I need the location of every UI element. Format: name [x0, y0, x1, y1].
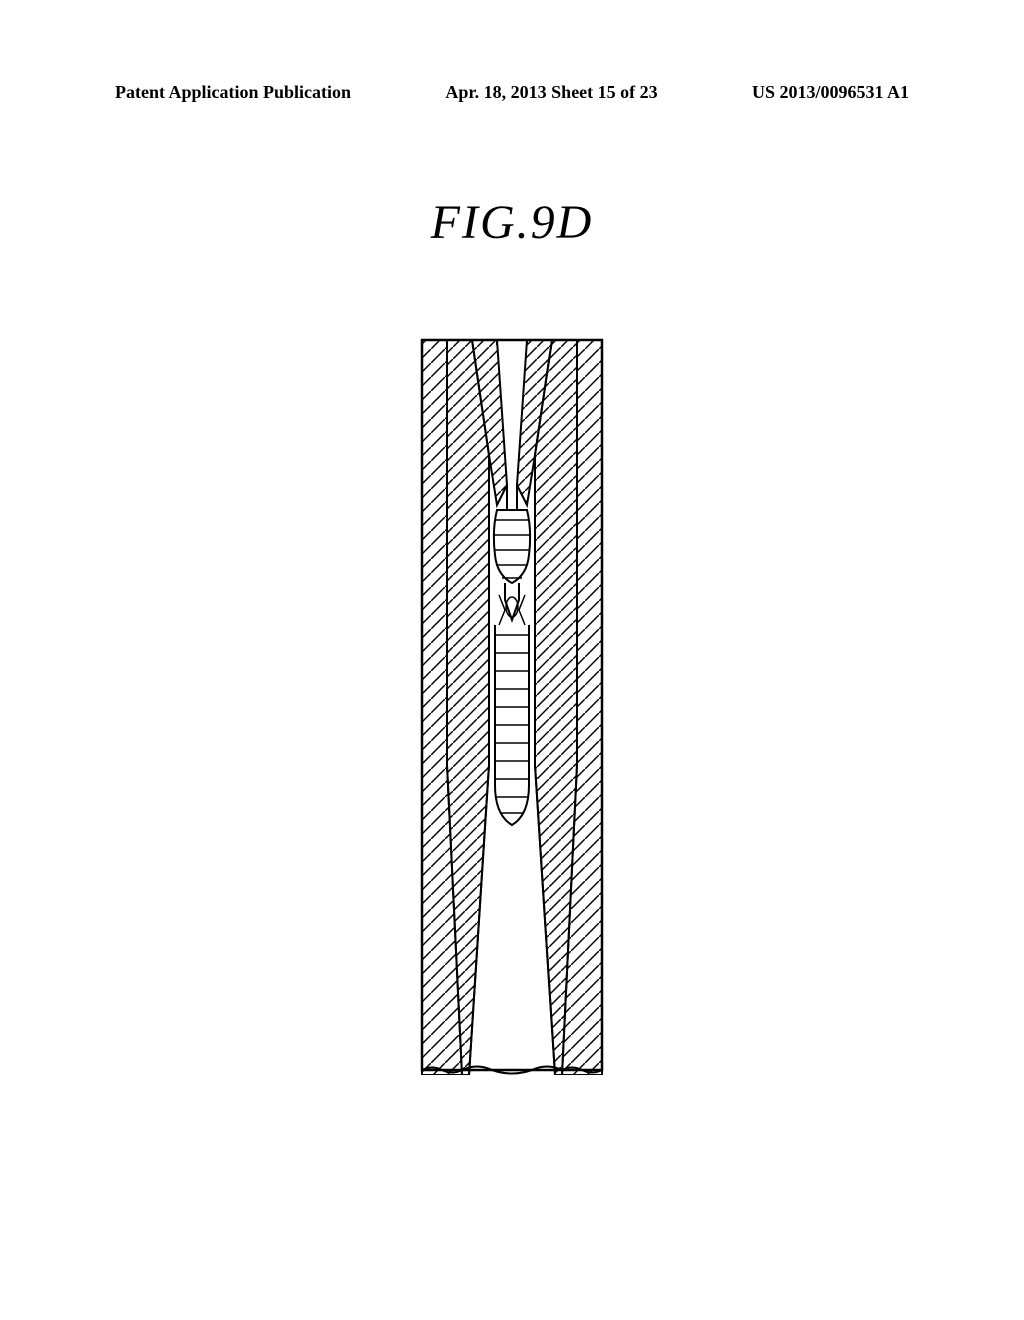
- header-patent-number: US 2013/0096531 A1: [752, 82, 909, 103]
- technical-diagram: [417, 335, 607, 1075]
- figure-label: FIG.9D: [431, 195, 594, 250]
- header-date-sheet: Apr. 18, 2013 Sheet 15 of 23: [445, 82, 657, 103]
- page-header: Patent Application Publication Apr. 18, …: [0, 82, 1024, 103]
- header-publication: Patent Application Publication: [115, 82, 351, 103]
